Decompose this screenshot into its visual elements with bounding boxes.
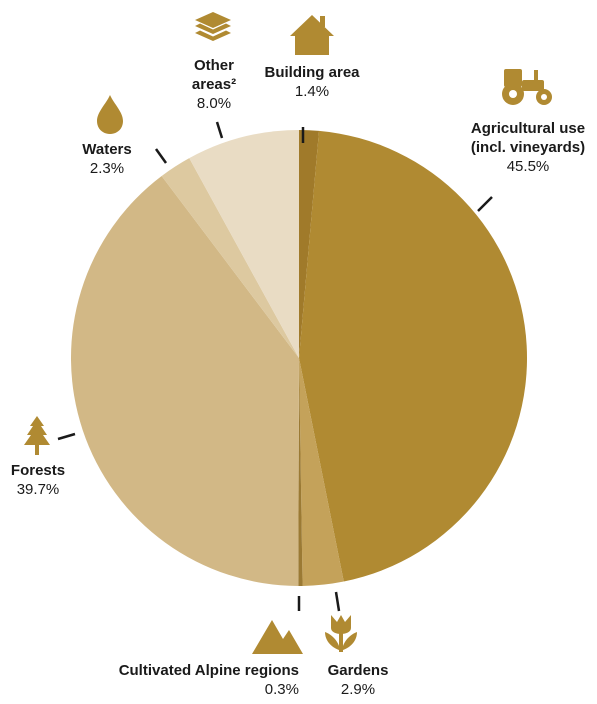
label-name-forests: Forests (11, 462, 65, 479)
label-waters: Waters 2.3% (82, 141, 131, 177)
label-building-area: Building area 1.4% (264, 64, 360, 100)
label-name-cultivated-alpine-regions: Cultivated Alpine regions (119, 662, 299, 679)
leader-waters (154, 148, 168, 164)
slice-icons (24, 12, 552, 654)
label-cultivated-alpine-regions: Cultivated Alpine regions 0.3% (119, 662, 299, 698)
leader-agricultural-use-incl-vineyards (477, 196, 493, 212)
label-forests: Forests 39.7% (11, 462, 65, 498)
label-value-other-areas: 8.0% (197, 95, 231, 112)
label-name-agricultural-use-incl-vineyards: (incl. vineyards) (471, 139, 585, 156)
leader-other-areas (215, 121, 224, 139)
water-drop-icon (97, 95, 123, 134)
label-value-gardens: 2.9% (341, 681, 375, 698)
label-name-agricultural-use-incl-vineyards: Agricultural use (471, 120, 585, 137)
label-name-building-area: Building area (264, 64, 360, 81)
fir-tree-icon (24, 416, 50, 455)
house-icon (290, 15, 334, 55)
label-value-waters: 2.3% (90, 160, 124, 177)
label-name-gardens: Gardens (328, 662, 389, 679)
label-name-other-areas: Other (194, 57, 234, 74)
slice-forests (70, 176, 300, 586)
slice-cultivated-alpine-regions (298, 358, 303, 587)
leader-forests (57, 432, 76, 441)
slice-agricultural-use-incl-vineyards (299, 130, 528, 582)
label-other-areas: Other areas² 8.0% (192, 57, 236, 112)
layers-icon (195, 12, 231, 41)
tractor-icon (502, 69, 552, 105)
label-value-cultivated-alpine-regions: 0.3% (265, 681, 299, 698)
leader-lines (57, 121, 493, 612)
label-value-forests: 39.7% (17, 481, 60, 498)
slice-waters (161, 158, 299, 358)
slice-other-areas (189, 130, 299, 358)
slice-labels: Building area 1.4% Agricultural use (incl. … (11, 57, 585, 698)
label-gardens: Gardens 2.9% (328, 662, 389, 698)
label-value-building-area: 1.4% (295, 83, 329, 100)
slice-building-area (299, 130, 320, 358)
label-name-other-areas: areas² (192, 76, 236, 93)
mountains-icon (252, 620, 303, 654)
label-name-waters: Waters (82, 141, 131, 158)
slice-gardens (299, 358, 344, 586)
label-value-agricultural-use-incl-vineyards: 45.5% (507, 158, 550, 175)
pie-slices (70, 130, 528, 587)
tulip-icon (325, 615, 357, 652)
leader-gardens (334, 591, 341, 612)
label-agricultural-use-incl-vineyards: Agricultural use (incl. vineyards) 45.5% (471, 120, 585, 175)
